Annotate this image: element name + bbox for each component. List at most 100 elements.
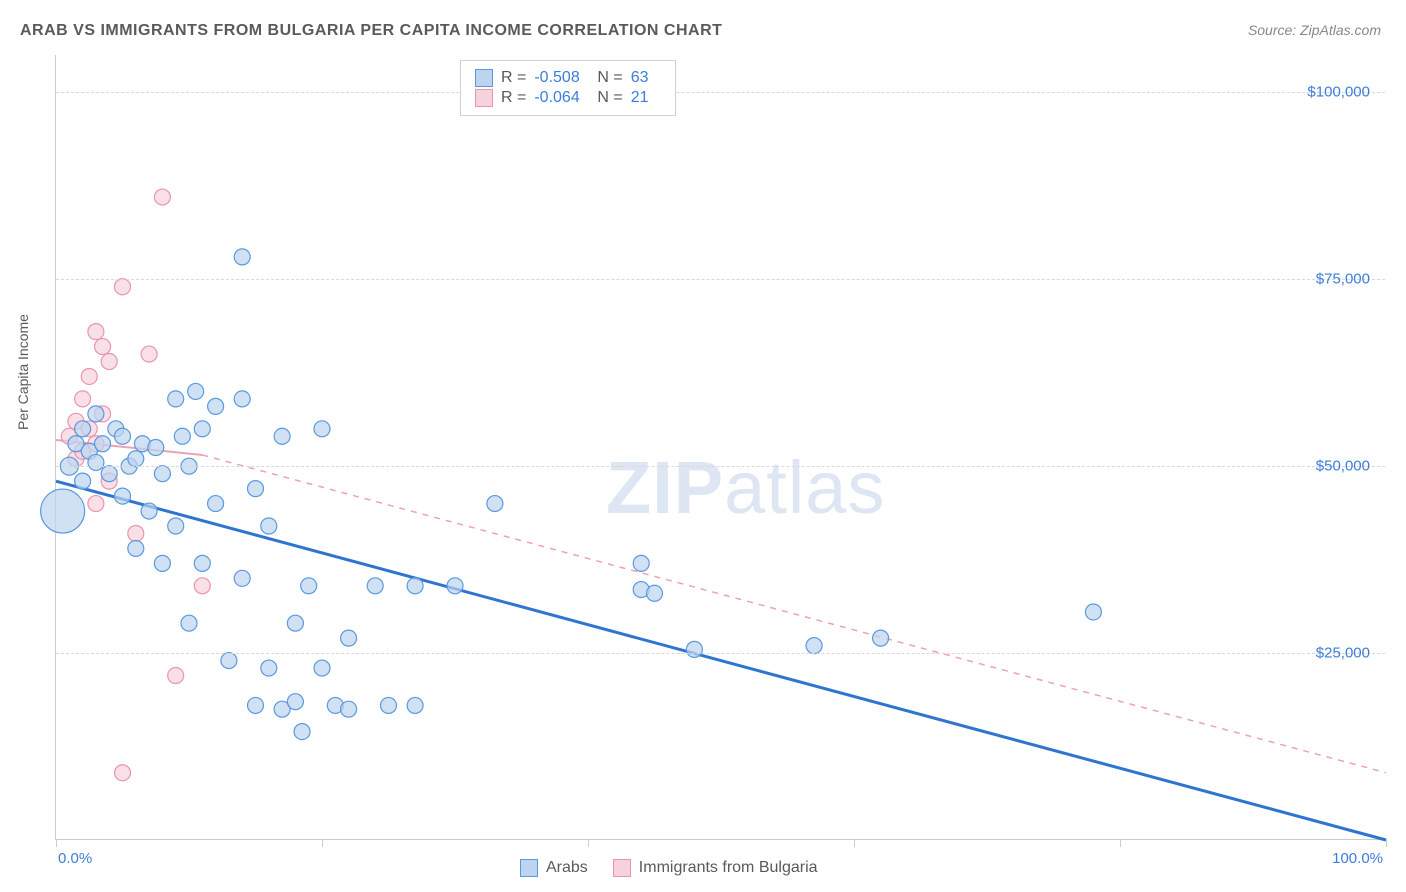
n-label: N = — [597, 89, 622, 107]
series-legend: Arabs Immigrants from Bulgaria — [520, 859, 818, 877]
data-point — [633, 555, 649, 571]
r-value: -0.508 — [534, 69, 589, 87]
data-point — [261, 518, 277, 534]
data-point — [194, 555, 210, 571]
series-label: Immigrants from Bulgaria — [639, 859, 818, 877]
trend-line — [202, 455, 1386, 773]
data-point — [174, 428, 190, 444]
data-point — [234, 391, 250, 407]
data-point — [381, 697, 397, 713]
data-point — [101, 354, 117, 370]
y-tick-label: $25,000 — [1316, 645, 1370, 662]
y-tick-label: $75,000 — [1316, 271, 1370, 288]
data-point — [261, 660, 277, 676]
data-point — [148, 440, 164, 456]
gridline — [56, 466, 1385, 467]
data-point — [1085, 604, 1101, 620]
data-point — [367, 578, 383, 594]
data-point — [128, 451, 144, 467]
data-point — [81, 368, 97, 384]
data-point — [294, 724, 310, 740]
n-label: N = — [597, 69, 622, 87]
x-tick-label: 0.0% — [58, 850, 92, 867]
data-point — [341, 701, 357, 717]
r-label: R = — [501, 69, 526, 87]
data-point — [88, 496, 104, 512]
data-point — [248, 481, 264, 497]
x-tick — [588, 839, 589, 847]
data-point — [168, 391, 184, 407]
data-point — [487, 496, 503, 512]
data-point — [154, 555, 170, 571]
data-point — [141, 346, 157, 362]
data-point — [234, 249, 250, 265]
n-value: 21 — [631, 89, 661, 107]
x-tick — [1120, 839, 1121, 847]
data-point — [447, 578, 463, 594]
data-point — [115, 765, 131, 781]
x-tick — [322, 839, 323, 847]
data-point — [141, 503, 157, 519]
data-point — [873, 630, 889, 646]
data-point — [234, 570, 250, 586]
data-point — [188, 383, 204, 399]
data-point — [274, 428, 290, 444]
data-point — [115, 279, 131, 295]
x-tick-label: 100.0% — [1332, 850, 1383, 867]
data-point — [287, 615, 303, 631]
data-point — [407, 578, 423, 594]
y-tick-label: $50,000 — [1316, 458, 1370, 475]
legend-swatch — [475, 69, 493, 87]
data-point — [686, 641, 702, 657]
data-point — [287, 694, 303, 710]
data-point — [248, 697, 264, 713]
legend-swatch — [613, 859, 631, 877]
data-point — [88, 454, 104, 470]
data-point — [314, 421, 330, 437]
data-point — [75, 473, 91, 489]
data-point — [181, 615, 197, 631]
data-point — [75, 421, 91, 437]
data-point — [115, 488, 131, 504]
source-label: Source: ZipAtlas.com — [1248, 22, 1381, 38]
legend-swatch — [520, 859, 538, 877]
data-point — [115, 428, 131, 444]
data-point — [168, 668, 184, 684]
data-point — [194, 421, 210, 437]
data-point — [341, 630, 357, 646]
chart-svg — [56, 55, 1385, 839]
correlation-row: R = -0.064 N = 21 — [475, 89, 661, 107]
data-point — [168, 518, 184, 534]
gridline — [56, 279, 1385, 280]
series-label: Arabs — [546, 859, 588, 877]
series-legend-item: Arabs — [520, 859, 588, 877]
chart-title: ARAB VS IMMIGRANTS FROM BULGARIA PER CAP… — [20, 22, 722, 40]
correlation-legend: R = -0.508 N = 63 R = -0.064 N = 21 — [460, 60, 676, 116]
gridline — [56, 653, 1385, 654]
gridline — [56, 92, 1385, 93]
data-point — [101, 466, 117, 482]
correlation-row: R = -0.508 N = 63 — [475, 69, 661, 87]
plot-area: ZIPatlas $25,000$50,000$75,000$100,0000.… — [55, 55, 1385, 840]
data-point — [95, 339, 111, 355]
r-label: R = — [501, 89, 526, 107]
data-point — [88, 406, 104, 422]
y-axis-label: Per Capita Income — [15, 314, 31, 430]
data-point — [75, 391, 91, 407]
r-value: -0.064 — [534, 89, 589, 107]
n-value: 63 — [631, 69, 661, 87]
data-point — [95, 436, 111, 452]
y-tick-label: $100,000 — [1307, 84, 1370, 101]
data-point — [647, 585, 663, 601]
series-legend-item: Immigrants from Bulgaria — [613, 859, 818, 877]
data-point — [41, 489, 85, 533]
data-point — [314, 660, 330, 676]
legend-swatch — [475, 89, 493, 107]
data-point — [128, 540, 144, 556]
data-point — [208, 398, 224, 414]
data-point — [407, 697, 423, 713]
x-tick — [1386, 839, 1387, 847]
trend-line — [56, 481, 1386, 840]
x-tick — [56, 839, 57, 847]
data-point — [154, 189, 170, 205]
